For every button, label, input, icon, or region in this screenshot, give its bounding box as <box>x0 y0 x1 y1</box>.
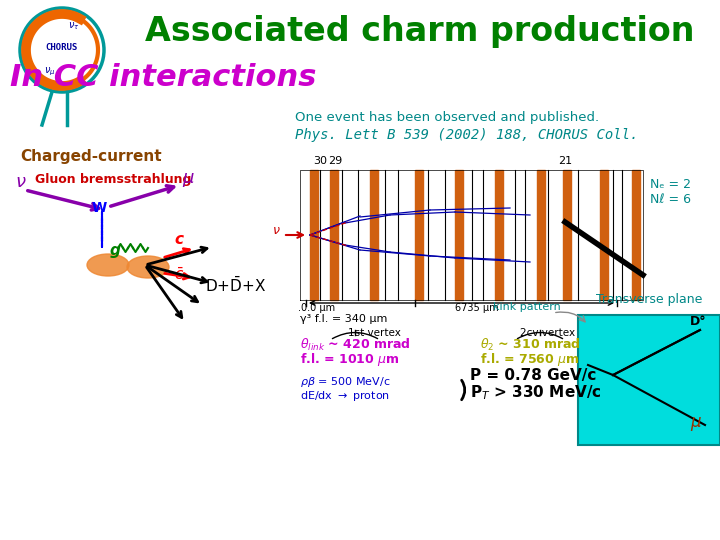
Text: D+$\bar{\rm D}$+X: D+$\bar{\rm D}$+X <box>205 275 266 294</box>
Text: $\theta_2$ ~ 310 mrad: $\theta_2$ ~ 310 mrad <box>480 337 581 353</box>
Text: μ: μ <box>690 413 701 431</box>
Text: kink pattern: kink pattern <box>493 302 561 312</box>
Text: 2cv vertex: 2cv vertex <box>520 328 575 338</box>
Text: γ³ f.l. = 340 μm: γ³ f.l. = 340 μm <box>300 314 387 324</box>
Text: dE/dx $\rightarrow$ proton: dE/dx $\rightarrow$ proton <box>300 389 390 403</box>
Text: 6735 μm: 6735 μm <box>455 303 499 313</box>
Text: One event has been observed and published.: One event has been observed and publishe… <box>295 111 599 125</box>
Text: .0.0 μm: .0.0 μm <box>298 303 335 313</box>
Text: 29: 29 <box>328 156 342 166</box>
Ellipse shape <box>87 254 129 276</box>
Text: $\theta_{link}$ ~ 420 mrad: $\theta_{link}$ ~ 420 mrad <box>300 337 410 353</box>
Bar <box>563 170 571 300</box>
Text: P$_T$ > 330 MeV/c: P$_T$ > 330 MeV/c <box>470 383 602 402</box>
Text: In CC interactions: In CC interactions <box>10 64 316 92</box>
Text: P = 0.78 GeV/c: P = 0.78 GeV/c <box>470 368 596 383</box>
Text: Associated charm production: Associated charm production <box>145 16 695 49</box>
Text: $\nu$: $\nu$ <box>15 173 27 191</box>
Bar <box>495 170 503 300</box>
Bar <box>578 315 720 445</box>
Bar <box>370 170 378 300</box>
Text: W: W <box>92 201 107 215</box>
Text: g: g <box>110 243 121 258</box>
Text: 1st vertex: 1st vertex <box>348 328 401 338</box>
Text: $\rho\beta$ = 500 MeV/c: $\rho\beta$ = 500 MeV/c <box>300 375 390 389</box>
Text: Nₑ = 2: Nₑ = 2 <box>650 178 691 191</box>
Ellipse shape <box>127 256 169 278</box>
Text: Gluon bremsstrahlung: Gluon bremsstrahlung <box>35 173 192 186</box>
Bar <box>537 170 545 300</box>
Text: Charged-current: Charged-current <box>20 150 161 165</box>
Bar <box>310 170 318 300</box>
Text: Nℓ = 6: Nℓ = 6 <box>650 193 691 206</box>
Bar <box>415 170 423 300</box>
Bar <box>330 170 338 300</box>
Text: c: c <box>174 232 183 247</box>
Bar <box>632 170 640 300</box>
Text: 30: 30 <box>313 156 327 166</box>
Bar <box>455 170 463 300</box>
Text: 21: 21 <box>558 156 572 166</box>
Text: Transverse plane: Transverse plane <box>596 293 702 306</box>
Text: $\nu_\tau$: $\nu_\tau$ <box>68 20 80 32</box>
Text: $\nu$: $\nu$ <box>272 224 281 237</box>
Text: $\bar{c}$: $\bar{c}$ <box>174 267 184 283</box>
Bar <box>600 170 608 300</box>
Text: D°: D° <box>690 315 706 328</box>
Text: $\nu_\mu$: $\nu_\mu$ <box>44 66 55 78</box>
Text: Phys. Lett B 539 (2002) 188, CHORUS Coll.: Phys. Lett B 539 (2002) 188, CHORUS Coll… <box>295 128 639 142</box>
Text: f.l. = 7560 $\mu$m: f.l. = 7560 $\mu$m <box>480 351 580 368</box>
Text: CHORUS: CHORUS <box>46 44 78 52</box>
Text: $\mu$: $\mu$ <box>182 171 195 189</box>
Text: f.l. = 1010 $\mu$m: f.l. = 1010 $\mu$m <box>300 351 400 368</box>
